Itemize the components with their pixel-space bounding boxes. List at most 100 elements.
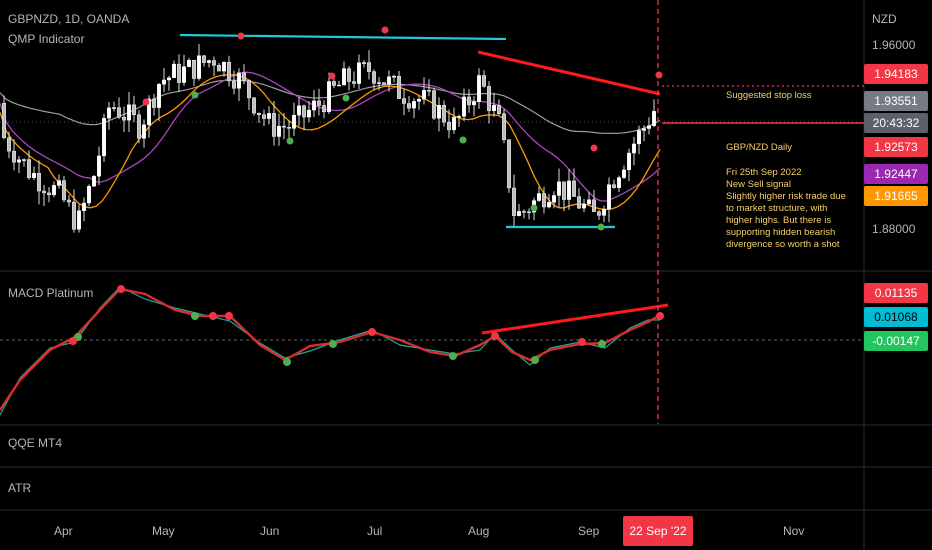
candle-body: [502, 113, 507, 141]
candle-body: [81, 202, 86, 211]
macd-tag-red: 0.01135: [864, 283, 928, 303]
candle-body: [201, 55, 206, 63]
price-tag-last: 1.93551: [864, 91, 928, 111]
buy-signal-dot: [342, 94, 350, 102]
candle-body: [171, 63, 176, 78]
candle-body: [612, 184, 617, 188]
candle-body: [482, 75, 487, 87]
price-tag-orange: 1.91665: [864, 186, 928, 206]
price-tick: 1.88000: [872, 222, 916, 236]
candle-body: [517, 211, 522, 216]
candle-body: [236, 72, 241, 89]
macd-pane-title: MACD Platinum: [8, 286, 94, 300]
ma-orange-line: [0, 74, 661, 211]
candle-body: [126, 104, 131, 121]
candle-body: [307, 109, 312, 118]
candle-body: [251, 97, 256, 114]
candle-body: [587, 199, 592, 205]
candle-body: [156, 84, 161, 108]
candle-body: [121, 117, 126, 121]
candle-body: [196, 55, 201, 79]
macd-sell-dot: [117, 285, 125, 293]
currency-label: NZD: [872, 12, 897, 26]
candle-body: [186, 59, 191, 67]
countdown-tag: 20:43:32: [864, 113, 928, 133]
candle-body: [522, 211, 527, 213]
candle-body: [231, 80, 236, 89]
candle-body: [582, 203, 587, 209]
candle-body: [487, 86, 492, 111]
candle-body: [512, 187, 517, 216]
candle-body: [47, 192, 52, 196]
candle-body: [22, 159, 27, 161]
candle-body: [542, 193, 547, 208]
candle-body: [146, 98, 151, 125]
candle-body: [282, 125, 287, 128]
candle-body: [492, 105, 497, 111]
macd-sell-dot: [578, 338, 586, 346]
candle-body: [642, 128, 647, 131]
candle-body: [632, 143, 637, 154]
candle-body: [226, 62, 231, 82]
candle-body: [71, 201, 76, 230]
candle-body: [627, 152, 632, 171]
candle-body: [206, 60, 211, 63]
candle-body: [527, 211, 532, 213]
candle-body: [577, 196, 582, 209]
candle-body: [652, 111, 657, 126]
candle-body: [602, 208, 607, 216]
candle-body: [211, 60, 216, 66]
symbol-title: GBPNZD, 1D, OANDA: [8, 12, 130, 26]
candle-body: [432, 90, 437, 119]
candle-body: [427, 90, 432, 92]
sell-signal-dot: [381, 26, 389, 34]
candle-body: [377, 82, 382, 84]
candle-body: [392, 75, 397, 78]
candle-body: [637, 130, 642, 145]
candle-body: [181, 66, 186, 83]
candle-body: [32, 173, 37, 178]
macd-tag-green: -0.00147: [864, 331, 928, 351]
candle-body: [332, 81, 337, 86]
candle-body: [567, 180, 572, 200]
candle-body: [477, 75, 482, 102]
macd-buy-dot: [598, 340, 606, 348]
buy-signal-dot: [530, 204, 538, 212]
macd-sell-dot: [69, 337, 77, 345]
candle-body: [86, 185, 91, 204]
candle-body: [342, 68, 347, 86]
buy-signal-dot: [191, 91, 199, 99]
analysis-text: Fri 25th Sep 2022 New Sell signal Slight…: [726, 167, 846, 250]
macd-tag-teal: 0.01068: [864, 307, 928, 327]
candle-body: [437, 105, 442, 119]
sell-signal-dot: [237, 32, 245, 40]
macd-sell-dot: [225, 312, 233, 320]
candle-body: [422, 90, 427, 100]
candle-body: [552, 195, 557, 203]
macd-buy-dot: [329, 340, 337, 348]
candle-body: [467, 96, 472, 106]
macd-sell-dot: [491, 332, 499, 340]
indicator-title: QMP Indicator: [8, 32, 85, 46]
price-tag-stop: 1.94183: [864, 64, 928, 84]
macd-signal-line: [0, 286, 660, 416]
macd-buy-dot: [449, 352, 457, 360]
candle-body: [372, 71, 377, 84]
candle-body: [387, 76, 392, 85]
candle-body: [322, 105, 327, 113]
time-label: Jun: [260, 524, 280, 538]
candle-body: [592, 199, 597, 212]
candle-body: [312, 100, 317, 111]
time-label: Jul: [367, 524, 383, 538]
macd-buy-dot: [191, 312, 199, 320]
candle-body: [76, 210, 81, 230]
candle-body: [161, 79, 166, 85]
candle-body: [407, 103, 412, 109]
buy-signal-dot: [459, 136, 467, 144]
candle-body: [11, 150, 16, 163]
candle-body: [17, 159, 22, 163]
analysis-title: GBP/NZD Daily: [726, 142, 792, 153]
candle-body: [166, 77, 171, 81]
candle-body: [42, 190, 47, 194]
